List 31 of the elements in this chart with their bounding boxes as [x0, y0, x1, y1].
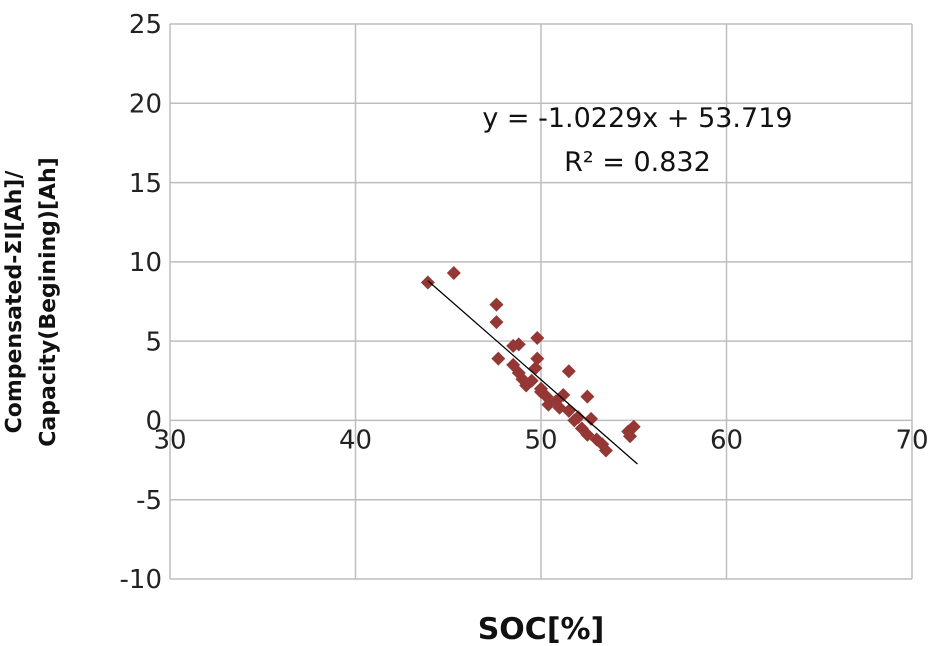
annotation: y = -1.0229x + 53.719: [481, 103, 794, 134]
point: [506, 358, 520, 372]
x-tick-label: 60: [710, 425, 744, 456]
point: [595, 437, 610, 452]
point: [491, 352, 506, 366]
y-tick-label: 10: [128, 248, 162, 278]
point: [562, 364, 576, 378]
point: [446, 266, 461, 280]
point: [530, 330, 544, 345]
y-tick-label: 25: [128, 10, 162, 40]
point: [530, 352, 544, 366]
point: [562, 404, 576, 418]
x-tick-label: 40: [338, 425, 372, 456]
point: [420, 275, 435, 290]
point: [626, 420, 641, 434]
x-axis-title: SOC[%]: [478, 612, 604, 646]
annotation: R² = 0.832: [563, 147, 712, 178]
x-tick-label: 50: [524, 425, 558, 456]
y-tick-label: -5: [136, 486, 162, 516]
point: [552, 400, 567, 415]
y-axis-title: Compensated-ΣI[Ah]/ Capacity(Begining)[Ah]: [1, 156, 62, 448]
y-tick-label: 20: [128, 90, 162, 120]
y-tick-label: 15: [128, 168, 162, 199]
point: [528, 361, 542, 376]
point: [489, 298, 504, 312]
y-tick-label: 5: [145, 327, 162, 358]
y-tick-label: -10: [120, 565, 162, 596]
point: [580, 428, 594, 442]
point: [580, 390, 594, 404]
x-tick-label: 70: [895, 425, 929, 456]
point: [489, 315, 504, 330]
